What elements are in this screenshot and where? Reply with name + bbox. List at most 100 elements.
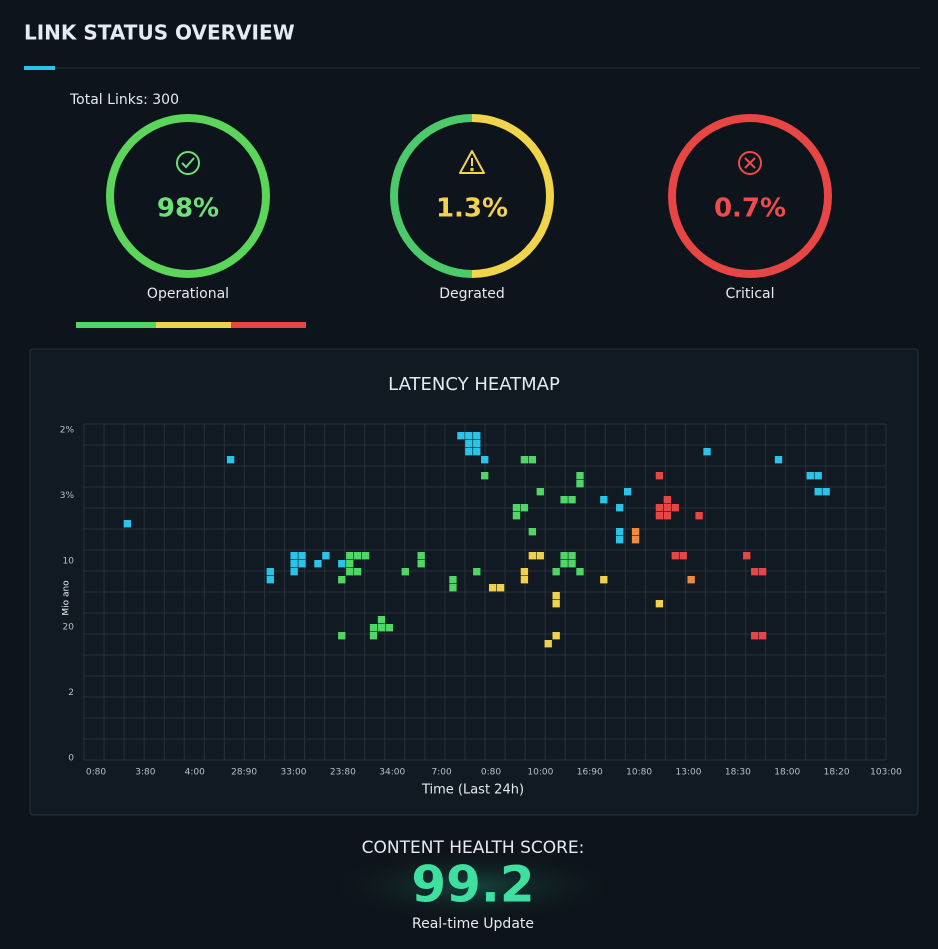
heat-cell [488,584,497,592]
tri-color-bar [76,322,306,328]
y-tick-label: 2% [60,426,75,436]
heat-cell [576,568,584,576]
heat-cell [663,504,672,512]
heat-cell [377,624,386,632]
heat-cell [346,560,354,568]
heat-cell [473,440,481,448]
score-title: CONTENT HEALTH SCORE: [362,838,585,858]
heat-cell [751,568,759,576]
gauge-label: Degrated [439,286,505,302]
heat-cell [774,456,783,464]
gauge-label: Critical [726,286,775,302]
heat-cell [536,488,544,496]
heat-cell [616,528,624,536]
heat-cell [369,632,378,640]
heat-cell [663,512,672,520]
heat-cell [473,568,481,576]
heat-cell [655,600,664,608]
score-glow [323,848,623,924]
heat-cell [465,440,473,448]
heat-cell [544,640,552,648]
heat-cell [822,488,830,496]
heat-cell [758,568,767,576]
heat-cell [361,552,370,560]
heat-cell [552,632,560,640]
heat-cell [401,568,409,576]
heat-cell [457,432,465,440]
heat-cell [552,568,560,576]
heat-cell [560,552,568,560]
x-tick-label: 16:90 [577,768,603,778]
heat-cell [123,520,132,528]
heat-cell [481,472,489,480]
gauges: 98% Operational 1.3% Degrated 0.7% Critical [106,114,832,302]
heat-cell [552,592,560,600]
heat-cell [290,552,298,560]
y-tick-label: 0 [68,754,74,764]
heat-cell [751,632,759,640]
x-tick-label: 10:00 [527,768,553,778]
heat-cell [560,560,568,568]
heat-cell [266,576,274,584]
heat-cell [353,568,362,576]
title-accent [24,66,55,70]
heat-cell [226,456,235,464]
heat-cell [377,616,386,624]
heat-cell [655,504,664,512]
heat-cell [560,496,568,504]
heat-cell [600,496,608,504]
heat-cell [671,504,679,512]
y-tick-label: 20 [63,622,75,632]
heat-cell [465,448,473,456]
gauge-value: 1.3% [436,194,508,224]
heat-cell [520,456,529,464]
heat-cell [314,560,322,568]
x-tick-label: 18:00 [774,768,800,778]
y-tick-label: 10 [63,557,75,567]
y-tick-label: 3% [60,491,75,501]
heat-cell [616,504,624,512]
x-tick-label: 23:80 [330,768,356,778]
status-icons [176,150,762,175]
heat-cell [814,488,822,496]
heat-cell [806,472,814,480]
score-subtitle: Real-time Update [412,916,534,932]
gauge-arc [471,114,554,278]
heat-cell [353,552,362,560]
heat-cell [814,472,822,480]
heat-cell [346,552,354,560]
x-axis-title: Time (Last 24h) [421,783,524,798]
heat-cell [576,480,584,488]
heat-cell [616,536,624,544]
heat-cell [528,552,537,560]
x-tick-label: 0:80 [86,768,106,778]
heat-cell [496,584,505,592]
heat-cell [449,584,457,592]
x-tick-label: 33:00 [281,768,307,778]
gauge-value: 0.7% [714,194,786,224]
heat-cell [743,552,751,560]
heat-cell [671,552,679,560]
x-tick-label: 18:20 [824,768,850,778]
heat-cell [655,512,664,520]
x-tick-label: 34:00 [379,768,405,778]
score-value: 99.2 [411,856,534,914]
heat-cell [695,512,703,520]
gauge-value: 98% [157,194,219,224]
heat-cell [298,552,306,560]
x-tick-label: 7:00 [432,768,452,778]
heat-cell [623,488,632,496]
heat-cell [338,632,346,640]
gauge-label: Operational [147,286,229,302]
heat-cell [266,568,274,576]
heat-cell [568,496,576,504]
heat-cell [703,448,711,456]
heat-cell [346,568,354,576]
heatmap: 0:80 3:80 4:00 28:90 33:00 23:80 34:00 7:00 0:80… [60,423,902,778]
heat-cell [655,472,664,480]
heat-cell [679,552,687,560]
heat-cell [473,432,481,440]
heat-cell [631,536,640,544]
heat-cell [322,552,330,560]
